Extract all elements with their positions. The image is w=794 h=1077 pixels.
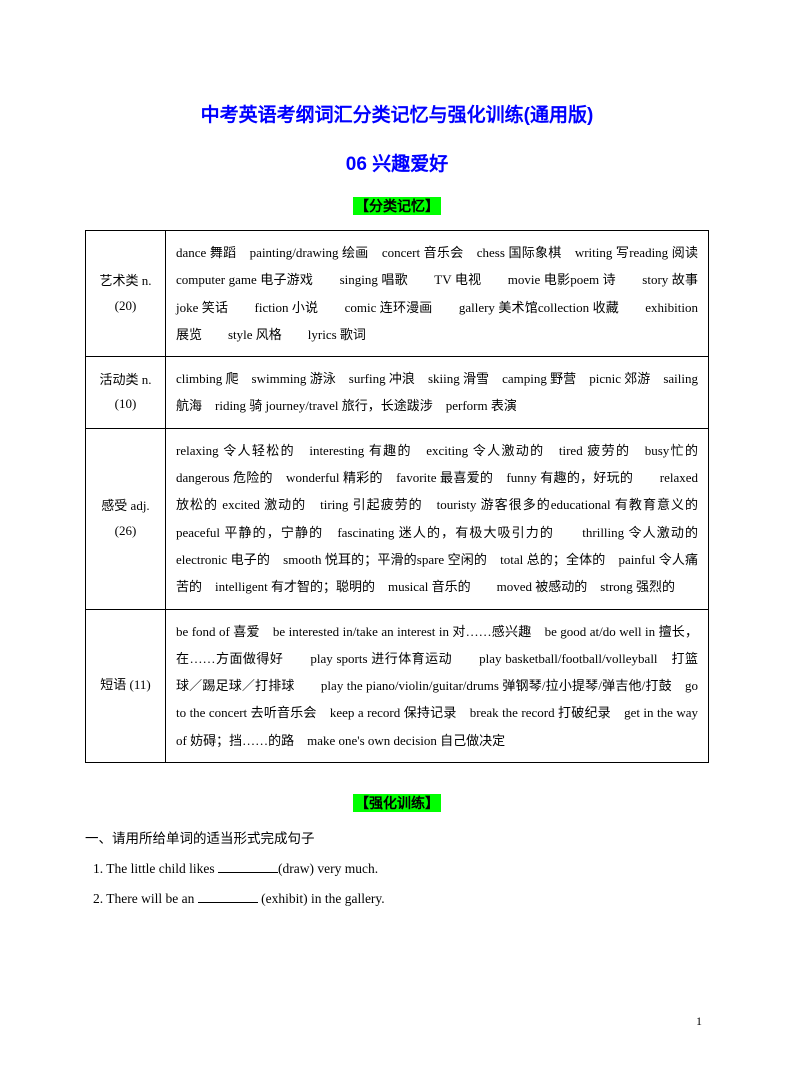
content-cell: be fond of 喜爱 be interested in/take an i… (166, 609, 709, 762)
table-row: 短语 (11) be fond of 喜爱 be interested in/t… (86, 609, 709, 762)
exercise-post: (exhibit) in the gallery. (258, 891, 385, 906)
section-practice-label: 【强化训练】 (353, 794, 441, 812)
fill-blank (218, 861, 278, 873)
page-subtitle: 06 兴趣爱好 (85, 149, 709, 176)
content-cell: relaxing 令人轻松的 interesting 有趣的 exciting … (166, 428, 709, 609)
exercise-item: 1. The little child likes (draw) very mu… (85, 861, 709, 877)
category-cell: 艺术类 n. (20) (86, 231, 166, 357)
content-cell: climbing 爬 swimming 游泳 surfing 冲浪 skiing… (166, 357, 709, 429)
fill-blank (198, 891, 258, 903)
section-memory-label: 【分类记忆】 (353, 197, 441, 215)
section-practice-badge: 【强化训练】 (85, 793, 709, 813)
page-title: 中考英语考纲词汇分类记忆与强化训练(通用版) (85, 100, 709, 127)
exercise-pre: 1. The little child likes (93, 861, 218, 876)
category-cell: 感受 adj. (26) (86, 428, 166, 609)
table-row: 活动类 n. (10) climbing 爬 swimming 游泳 surfi… (86, 357, 709, 429)
exercise-post: (draw) very much. (278, 861, 378, 876)
exercise-pre: 2. There will be an (93, 891, 198, 906)
page-number: 1 (696, 1014, 702, 1029)
table-row: 感受 adj. (26) relaxing 令人轻松的 interesting … (86, 428, 709, 609)
vocabulary-table: 艺术类 n. (20) dance 舞蹈 painting/drawing 绘画… (85, 230, 709, 763)
exercise-heading: 一、请用所给单词的适当形式完成句子 (85, 827, 709, 847)
category-cell: 活动类 n. (10) (86, 357, 166, 429)
exercise-item: 2. There will be an (exhibit) in the gal… (85, 891, 709, 907)
table-row: 艺术类 n. (20) dance 舞蹈 painting/drawing 绘画… (86, 231, 709, 357)
category-cell: 短语 (11) (86, 609, 166, 762)
section-memory-badge: 【分类记忆】 (85, 196, 709, 216)
content-cell: dance 舞蹈 painting/drawing 绘画 concert 音乐会… (166, 231, 709, 357)
